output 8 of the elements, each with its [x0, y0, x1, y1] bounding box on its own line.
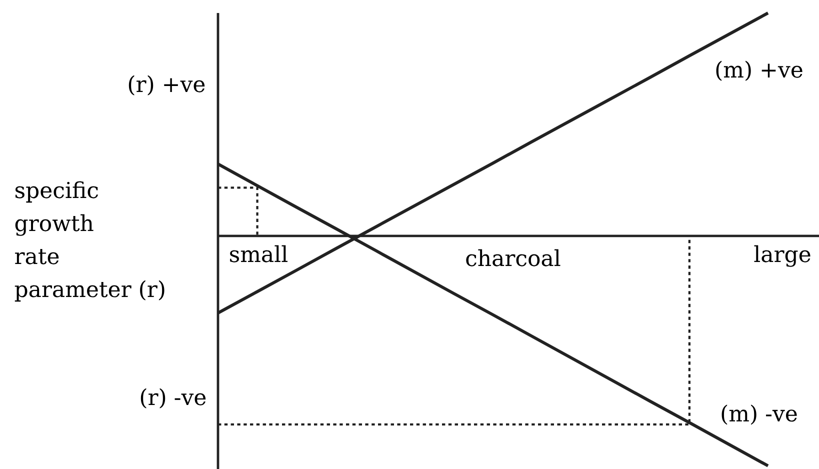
x-axis-title: charcoal	[466, 249, 560, 266]
series-label: (m) -ve	[722, 404, 797, 425]
y-axis-title: specific growth rate parameter (r)	[14, 181, 164, 302]
text: (r) -ve	[140, 388, 206, 408]
text: (r) +ve	[128, 75, 205, 96]
annotation: large	[754, 245, 810, 267]
annotation: small	[230, 245, 288, 262]
series-label: (m) +ve	[716, 60, 802, 81]
